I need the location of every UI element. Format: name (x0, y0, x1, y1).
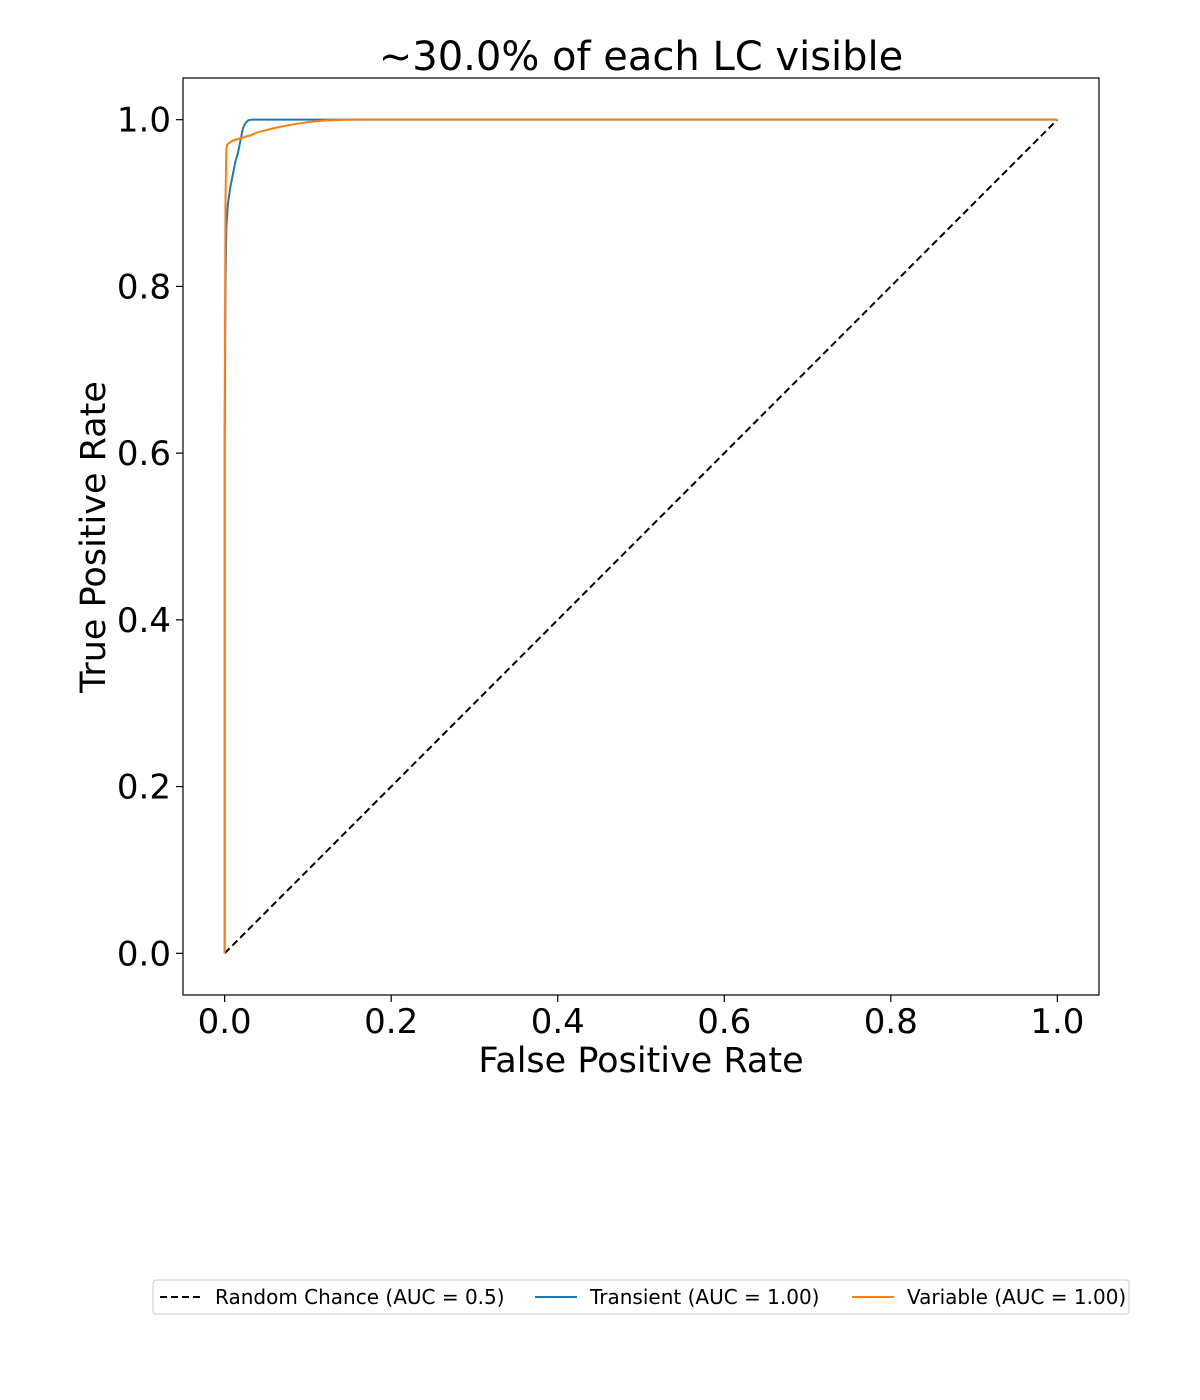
x-tick-label: 0.8 (864, 1002, 918, 1042)
series-line-0 (223, 118, 1059, 955)
x-tick-label: 0.2 (364, 1002, 418, 1042)
y-tick-label: 0.2 (117, 768, 171, 808)
x-tick-label: 0.0 (198, 1002, 252, 1042)
y-tick-label: 1.0 (117, 101, 171, 141)
legend-frame (152, 1279, 1130, 1315)
legend-label-2: Variable (AUC = 1.00) (907, 1285, 1126, 1309)
x-axis-ticks: 0.0 0.2 0.4 0.6 0.8 1.0 (198, 995, 1084, 1042)
plot-frame (182, 77, 1100, 996)
y-tick-label: 0.4 (117, 601, 171, 641)
x-axis-label: False Positive Rate (478, 1041, 803, 1081)
y-axis-label: True Positive Rate (74, 381, 114, 694)
x-tick-label: 0.6 (697, 1002, 751, 1042)
y-axis-ticks: 0.0 0.2 0.4 0.6 0.8 1.0 (117, 101, 183, 974)
y-tick-label: 0.6 (117, 434, 171, 474)
y-tick-label: 0.0 (117, 934, 171, 974)
x-tick-label: 0.4 (531, 1002, 585, 1042)
plot-series (223, 118, 1059, 955)
legend-label-0: Random Chance (AUC = 0.5) (215, 1285, 505, 1309)
legend-label-1: Transient (AUC = 1.00) (589, 1285, 819, 1309)
series-line-2 (223, 118, 1058, 954)
legend: Random Chance (AUC = 0.5) Transient (AUC … (152, 1279, 1130, 1315)
y-tick-label: 0.8 (117, 267, 171, 307)
chart-title: ~30.0% of each LC visible (379, 34, 904, 80)
x-tick-label: 1.0 (1030, 1002, 1084, 1042)
